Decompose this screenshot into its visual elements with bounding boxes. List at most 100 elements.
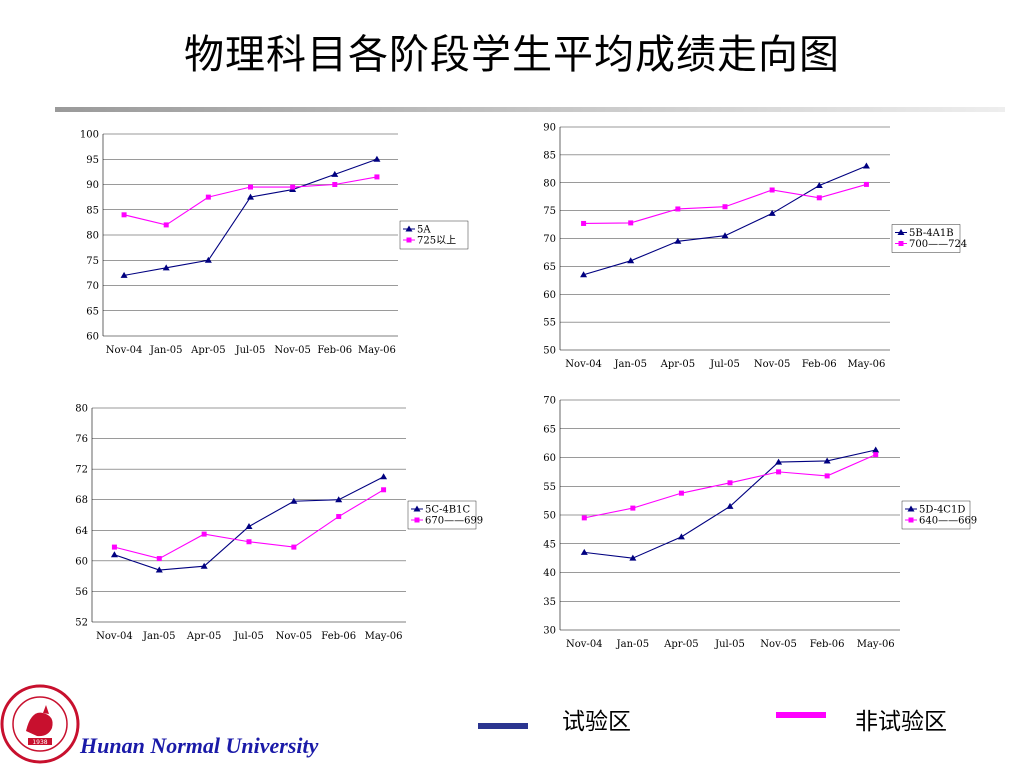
chart-3-xtick-label: Nov-04 [566,639,603,650]
chart-2-series-5C-4B1C-point-3 [245,522,253,529]
chart-3-xtick-label: Feb-06 [810,639,845,650]
chart-1-series-5B-4A1B-point-2 [674,237,682,244]
chart-1-xtick-label: Nov-04 [565,359,602,370]
chart-2-legend-label-1: 670——699 [425,516,483,527]
svg-text:1938: 1938 [32,739,47,746]
chart-2-series-670——699-point-0 [111,544,117,550]
chart-0-series-5A-point-0 [120,271,128,278]
chart-0-legend-label-0: 5A [417,225,431,236]
chart-1-xtick-label: May-06 [847,359,885,370]
chart-3-ytick-label: 50 [543,511,556,522]
chart-3-legend-label-1: 640——669 [919,516,977,527]
chart-0-legend-box [399,220,469,250]
chart-1-ytick-label: 85 [543,150,556,161]
chart-2-xtick-label: Jan-05 [142,631,176,642]
chart-0-series-5A-point-3 [247,193,254,200]
chart-3-series-640——669-point-5 [824,473,830,479]
chart-2-xtick-label: Nov-05 [276,631,313,642]
chart-3-series-640——669-point-3 [727,480,733,486]
chart-3-ytick-label: 35 [543,597,556,608]
chart-2-series-670——699-point-6 [381,487,387,493]
chart-2-series-670——699-point-4 [291,544,297,550]
chart-1-series-5B-4A1B-point-4 [768,209,776,216]
chart-2-legend-label-0: 5C-4B1C [425,505,470,516]
chart-0-ytick-label: 90 [86,180,99,191]
chart-2-series-5C-4B1C-point-1 [155,566,163,573]
chart-3-xtick-label: Jan-05 [616,639,650,650]
chart-1-series-700——724-point-6 [863,181,869,187]
chart-2-xtick-label: May-06 [365,631,403,642]
chart-2-xtick-label: Nov-04 [96,631,133,642]
chart-2-series-670——699-point-1 [156,556,162,562]
chart-2-ytick-label: 52 [75,618,88,629]
chart-0-series-725以上-point-6 [374,174,380,180]
chart-1-xtick-label: Apr-05 [660,359,696,370]
chart-3-ytick-label: 70 [543,396,556,407]
legend-label-experimental: 试验区 [562,709,631,735]
chart-0-ytick-label: 60 [86,332,99,343]
chart-1-series-700——724-point-2 [675,206,681,212]
chart-3-ytick-label: 40 [543,568,556,579]
chart-2-ytick-label: 72 [75,465,88,476]
chart-3-xtick-label: Apr-05 [663,639,699,650]
chart-2-series-5C-4B1C-point-0 [110,551,118,558]
chart-1-xtick-label: Jan-05 [613,359,647,370]
slide-title: 物理科目各阶段学生平均成绩走向图 [184,32,840,78]
chart-2-series-670——699-point-5 [336,514,342,520]
chart-3-ytick-label: 60 [543,453,556,464]
chart-1-legend-label-1: 700——724 [909,239,967,250]
chart-3-ytick-label: 55 [543,482,556,493]
chart-3-legend-label-0: 5D-4C1D [919,505,965,516]
chart-2-ytick-label: 64 [75,526,88,537]
chart-0-series-5A-point-2 [204,256,212,263]
title-divider [55,107,1005,112]
legend-label-non-experimental: 非试验区 [855,709,947,735]
chart-0-legend-label-1: 725以上 [417,235,456,247]
chart-1-series-700——724-point-4 [769,187,775,193]
chart-0-ytick-label: 95 [86,155,99,166]
chart-1-series-700——724-point-0 [581,220,587,226]
chart-2-series-5C-4B1C-point-6 [380,473,388,480]
chart-0-xtick-label: Apr-05 [190,345,226,356]
chart-1-xtick-label: Jul-05 [709,359,740,370]
chart-2-ytick-label: 80 [75,404,88,415]
university-name: Hunan Normal University [80,733,319,758]
chart-3-series-5D-4C1D-point-5 [823,457,831,464]
chart-1-series-5B-4A1B-point-1 [627,257,635,264]
chart-1-ytick-label: 80 [543,178,556,189]
chart-0-xtick-label: Jan-05 [149,345,183,356]
chart-2-series-5C-4B1C-point-legend-0 [413,505,421,512]
chart-1-series-700——724-point-1 [628,220,634,226]
chart-0-series-725以上-point-1 [163,222,169,228]
chart-0-series-5A-point-6 [373,155,381,162]
chart-0-series-725以上-point-4 [290,184,296,190]
chart-2-series-5C-4B1C-point-5 [335,496,343,503]
chart-3-ytick-label: 45 [543,539,556,550]
chart-3-xtick-label: Nov-05 [760,639,797,650]
chart-2-xtick-label: Apr-05 [186,631,222,642]
chart-0-ytick-label: 85 [86,205,99,216]
chart-3-ytick-label: 65 [543,424,556,435]
chart-0-ytick-label: 80 [86,231,99,242]
chart-3-xtick-label: Jul-05 [714,639,745,650]
chart-1-series-700——724-point-5 [816,195,822,201]
chart-1-legend-label-0: 5B-4A1B [909,228,954,239]
chart-1-ytick-label: 75 [543,206,556,217]
chart-3-series-5D-4C1D-point-4 [775,458,783,465]
chart-2-series-670——699-point-2 [201,531,207,537]
chart-1-series-700——724-point-3 [722,204,728,210]
chart-0-series-5A-point-legend-0 [405,225,413,232]
chart-3-legend-box [901,500,971,530]
chart-2-xtick-label: Feb-06 [321,631,356,642]
chart-2-ytick-label: 56 [75,587,88,598]
chart-0-series-5A-point-5 [331,170,339,177]
chart-0-ytick-label: 70 [86,281,99,292]
chart-0-xtick-label: Jul-05 [235,345,266,356]
chart-1-series-5B-4A1B-point-3 [721,232,729,239]
chart-3-ytick-label: 30 [543,626,556,637]
chart-2-series-5C-4B1C-point-4 [290,497,298,504]
chart-3-series-640——669-point-1 [630,505,636,511]
